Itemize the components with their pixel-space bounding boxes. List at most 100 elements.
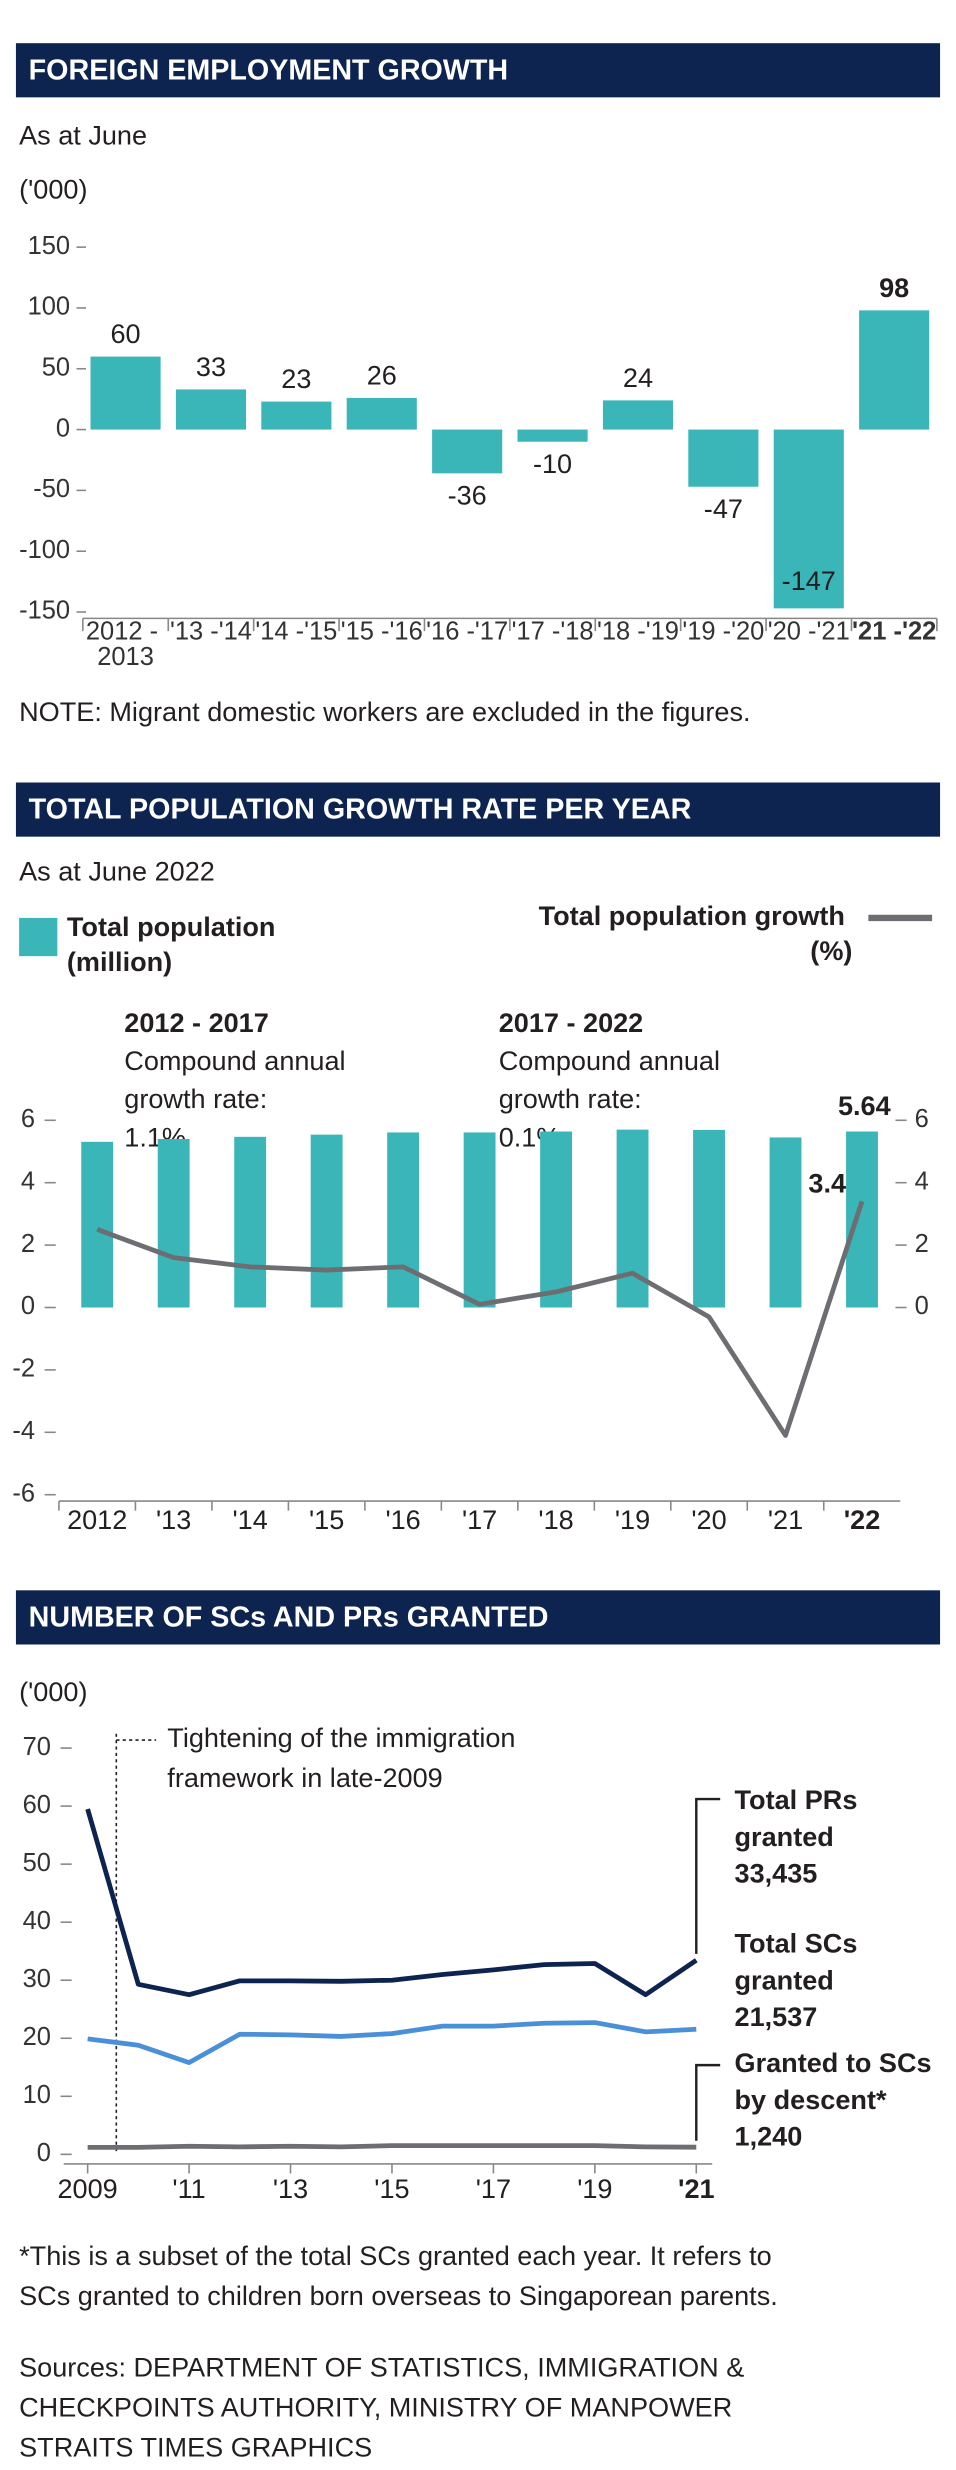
y-tick-label: -50 — [33, 475, 70, 503]
x-tick-label: 2012 — [67, 1504, 127, 1535]
x-tick-label: '17 — [462, 1504, 497, 1535]
text-line: '17 -'18 — [512, 617, 594, 645]
text-line: '15 -'16 — [341, 617, 423, 645]
bar — [693, 1129, 725, 1308]
annotation: Tightening of the immigration framework … — [167, 1722, 523, 1793]
x-tick-label: '19 -'20 — [682, 617, 764, 645]
value-label: -47 — [704, 493, 743, 524]
x-tick-label: '21 -'22 — [852, 617, 936, 645]
text-line: framework in late-2009 — [167, 1762, 442, 1793]
x-tick-label: '18 — [538, 1504, 573, 1535]
x-tick-label: 2009 — [58, 2173, 118, 2204]
series-label: Total PRs granted — [735, 1784, 865, 1852]
text-line: 2013 — [97, 643, 154, 671]
y-tick-label: -150 — [19, 597, 70, 625]
annotation-title: 2012 - 2017 — [124, 1007, 269, 1038]
y-tick-label: -4 — [12, 1417, 35, 1445]
text-line: Total SCs — [735, 1928, 865, 1959]
value-label: -147 — [782, 565, 836, 596]
x-tick-label: '20 — [691, 1504, 726, 1535]
section-title: FOREIGN EMPLOYMENT GROWTH — [29, 54, 508, 86]
line-series — [87, 2143, 697, 2150]
bar — [688, 429, 759, 487]
y-tick-label: -100 — [19, 536, 70, 564]
value-label: 21,537 — [735, 2001, 818, 2032]
legend-swatch — [19, 917, 58, 957]
x-tick-label: '21 — [768, 1504, 803, 1535]
x-tick-label: '17 — [476, 2173, 511, 2204]
text-line: '21 -'22 — [852, 617, 936, 645]
y-tick-label: 30 — [23, 1965, 51, 1993]
bar — [261, 401, 332, 430]
text-line: Compound annual — [124, 1045, 353, 1076]
x-tick-label: '21 — [678, 2173, 715, 2204]
text-line: Tightening of the immigration — [167, 1722, 523, 1753]
value-label: -36 — [448, 479, 487, 510]
bar — [602, 400, 674, 430]
leader-line — [695, 1797, 721, 1954]
section-title: NUMBER OF SCs AND PRs GRANTED — [29, 1602, 549, 1634]
y-tick-label: 100 — [28, 293, 71, 321]
legend-label: Total population (million) — [67, 911, 283, 977]
text-line: 2012 - — [86, 617, 165, 645]
line-series — [85, 1808, 698, 1998]
x-tick-label: 2012 - 2013 — [86, 617, 165, 670]
y2-tick-label: 4 — [915, 1167, 929, 1195]
value-label: 5.64 — [838, 1090, 891, 1121]
x-tick-label: '18 -'19 — [597, 617, 679, 645]
x-tick-label: '13 — [273, 2173, 308, 2204]
text-line: '19 -'20 — [682, 617, 764, 645]
value-label: 1,240 — [735, 2121, 803, 2152]
text-line: Total population — [67, 911, 283, 942]
y-tick-label: 0 — [56, 414, 70, 442]
value-label: 3.4 — [808, 1168, 846, 1199]
y-tick-label: 50 — [23, 1849, 51, 1877]
text-line: '13 -'14 — [170, 617, 252, 645]
bar — [432, 429, 503, 474]
text-line: '18 -'19 — [597, 617, 679, 645]
x-tick-label: '13 — [156, 1504, 191, 1535]
text-line: by descent* — [735, 2084, 887, 2115]
value-label: 60 — [110, 318, 140, 349]
text-line: Total population growth — [539, 900, 853, 931]
text-line: granted — [735, 1964, 834, 1995]
y-tick-label: 40 — [23, 1907, 51, 1935]
leader-line — [695, 2063, 721, 2141]
text-line: '16 -'17 — [426, 617, 508, 645]
x-tick-label: '16 -'17 — [426, 617, 508, 645]
x-tick-label: '17 -'18 — [512, 617, 594, 645]
x-tick-label: '14 — [233, 1504, 268, 1535]
bar — [859, 310, 930, 430]
y-tick-label: 20 — [23, 2023, 51, 2051]
note: NOTE: Migrant domestic workers are exclu… — [19, 696, 750, 727]
x-tick-label: '14 -'15 — [255, 617, 337, 645]
text-line: growth rate: — [124, 1083, 275, 1114]
unit-label: ('000) — [19, 174, 87, 205]
y-tick-label: 0 — [21, 1292, 35, 1320]
text-line: (%) — [810, 935, 852, 966]
x-tick-label: '15 — [374, 2173, 409, 2204]
y-tick-label: 6 — [21, 1105, 35, 1133]
footnote: SCs granted to children born overseas to… — [19, 2280, 778, 2311]
y-tick-label: 70 — [23, 1733, 51, 1761]
y-tick-label: 150 — [28, 232, 71, 260]
y2-tick-label: 6 — [915, 1105, 929, 1133]
unit-label: ('000) — [19, 1676, 87, 1707]
text-line: '14 -'15 — [255, 617, 337, 645]
text-line: Granted to SCs — [735, 2047, 940, 2078]
line-series — [96, 1200, 865, 1438]
bar — [773, 429, 844, 609]
text-line: (million) — [67, 946, 172, 977]
y-tick-label: 10 — [23, 2081, 51, 2109]
text-line: granted — [735, 1821, 834, 1852]
section-header — [15, 1590, 941, 1645]
bar — [234, 1136, 267, 1308]
y2-tick-label: 0 — [915, 1292, 929, 1320]
x-tick-label: '15 — [309, 1504, 344, 1535]
x-tick-label: '19 — [577, 2173, 612, 2204]
section-header — [15, 43, 941, 98]
value-label: 98 — [879, 272, 909, 303]
y-tick-label: -6 — [12, 1479, 35, 1507]
